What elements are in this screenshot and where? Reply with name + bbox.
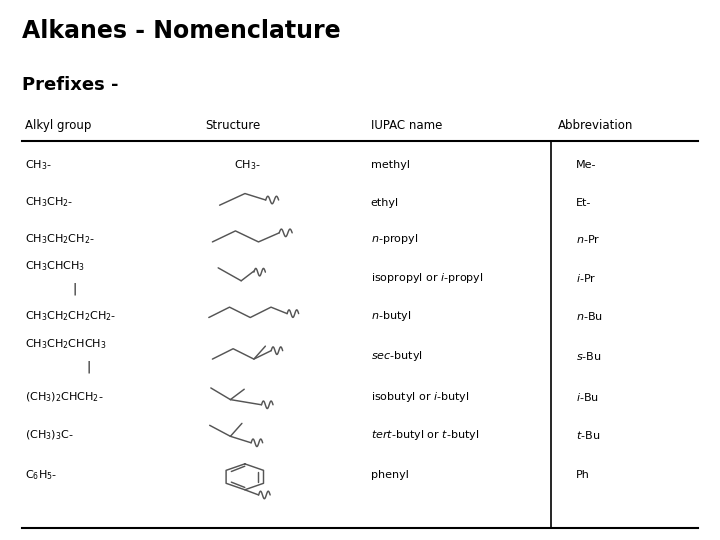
Text: CH$_3$CH$_2$-: CH$_3$CH$_2$- xyxy=(25,195,73,210)
Text: CH$_3$CH$_2$CH$_2$-: CH$_3$CH$_2$CH$_2$- xyxy=(25,232,95,246)
Text: $tert$-butyl or $t$-butyl: $tert$-butyl or $t$-butyl xyxy=(371,428,479,442)
Text: Alkyl group: Alkyl group xyxy=(25,119,91,132)
Text: |: | xyxy=(86,361,91,374)
Text: $t$-Bu: $t$-Bu xyxy=(576,429,600,441)
Text: $n$-Pr: $n$-Pr xyxy=(576,233,600,245)
Text: $i$-Bu: $i$-Bu xyxy=(576,391,599,403)
Text: CH$_3$-: CH$_3$- xyxy=(25,158,52,172)
Text: (CH$_3$)$_3$C-: (CH$_3$)$_3$C- xyxy=(25,428,74,442)
Text: Abbreviation: Abbreviation xyxy=(558,119,634,132)
Text: Me-: Me- xyxy=(576,160,596,170)
Text: $sec$-butyl: $sec$-butyl xyxy=(371,349,423,363)
Text: Prefixes -: Prefixes - xyxy=(22,76,118,93)
Text: $n$-propyl: $n$-propyl xyxy=(371,232,418,246)
Text: CH$_3$-: CH$_3$- xyxy=(234,158,261,172)
Text: Ph: Ph xyxy=(576,470,590,480)
Text: isobutyl or $i$-butyl: isobutyl or $i$-butyl xyxy=(371,390,469,404)
Text: Et-: Et- xyxy=(576,198,591,207)
Text: |: | xyxy=(72,282,76,295)
Text: C$_6$H$_5$-: C$_6$H$_5$- xyxy=(25,468,58,482)
Text: (CH$_3$)$_2$CHCH$_2$-: (CH$_3$)$_2$CHCH$_2$- xyxy=(25,390,104,404)
Text: CH$_3$CHCH$_3$: CH$_3$CHCH$_3$ xyxy=(25,259,85,273)
Text: $s$-Bu: $s$-Bu xyxy=(576,350,602,362)
Text: $n$-Bu: $n$-Bu xyxy=(576,310,603,322)
Text: phenyl: phenyl xyxy=(371,470,409,480)
Text: $n$-butyl: $n$-butyl xyxy=(371,309,411,323)
Text: methyl: methyl xyxy=(371,160,410,170)
Text: isopropyl or $i$-propyl: isopropyl or $i$-propyl xyxy=(371,271,483,285)
Text: CH$_3$CH$_2$CH$_2$CH$_2$-: CH$_3$CH$_2$CH$_2$CH$_2$- xyxy=(25,309,117,323)
Text: IUPAC name: IUPAC name xyxy=(371,119,442,132)
Text: CH$_3$CH$_2$CHCH$_3$: CH$_3$CH$_2$CHCH$_3$ xyxy=(25,338,107,352)
Text: Structure: Structure xyxy=(205,119,261,132)
Text: ethyl: ethyl xyxy=(371,198,399,207)
Text: $i$-Pr: $i$-Pr xyxy=(576,272,596,284)
Text: Alkanes - Nomenclature: Alkanes - Nomenclature xyxy=(22,19,341,43)
